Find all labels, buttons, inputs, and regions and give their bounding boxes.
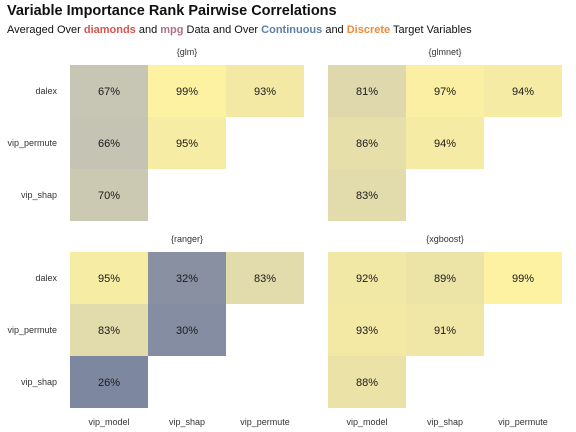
heatmap-cell <box>148 65 226 117</box>
cell-value-label: 83% <box>254 273 276 285</box>
heatmap-cell <box>70 356 148 408</box>
column-label: vip_shap <box>169 417 205 427</box>
cell-value-label: 99% <box>512 273 534 285</box>
cell-value-label: 83% <box>98 325 120 337</box>
cell-value-label: 86% <box>356 138 378 150</box>
cell-value-label: 89% <box>434 273 456 285</box>
cell-value-label: 83% <box>356 190 378 202</box>
subtitle-discrete: Discrete <box>346 24 391 36</box>
subtitle-diamonds: diamonds <box>83 24 136 36</box>
heatmap-cell <box>70 65 148 117</box>
heatmap-cell <box>328 356 406 408</box>
panel-title: {glmnet} <box>428 47 461 57</box>
heatmap-cell <box>406 252 484 304</box>
panel-title: {glm} <box>177 47 198 57</box>
cell-value-label: 94% <box>512 86 534 98</box>
column-label: vip_permute <box>498 417 548 427</box>
cell-value-label: 26% <box>98 377 120 389</box>
cell-value-label: 91% <box>434 325 456 337</box>
cell-value-label: 95% <box>176 138 198 150</box>
subtitle-text-4: and <box>322 24 347 36</box>
cell-value-label: 70% <box>98 190 120 202</box>
cell-value-label: 66% <box>98 138 120 150</box>
column-label: vip_model <box>88 417 129 427</box>
cell-value-label: 32% <box>176 273 198 285</box>
heatmap-cell <box>148 117 226 169</box>
subtitle-continuous: Continuous <box>261 24 323 36</box>
panel-title: {ranger} <box>171 234 203 244</box>
panel-title: {xgboost} <box>426 234 464 244</box>
cell-value-label: 81% <box>356 86 378 98</box>
cell-value-label: 94% <box>434 138 456 150</box>
chart-title: Variable Importance Rank Pairwise Correl… <box>7 3 337 19</box>
chart-subtitle: Averaged Over diamonds and mpg Data and … <box>7 24 472 36</box>
cell-value-label: 93% <box>254 86 276 98</box>
heatmap-cell <box>70 117 148 169</box>
subtitle-text-2: and <box>135 24 161 36</box>
row-label: vip_shap <box>21 190 57 200</box>
subtitle-text-5: Target Variables <box>390 24 472 36</box>
heatmap-cell <box>70 169 148 221</box>
heatmap-cell <box>406 304 484 356</box>
heatmap-cell <box>70 304 148 356</box>
column-label: vip_model <box>346 417 387 427</box>
heatmap-cell <box>148 252 226 304</box>
subtitle-text-1: Averaged Over <box>7 24 84 36</box>
row-label: vip_permute <box>7 138 57 148</box>
cell-value-label: 67% <box>98 86 120 98</box>
heatmap-cell <box>226 252 304 304</box>
row-label: vip_permute <box>7 325 57 335</box>
heatmap-cell <box>328 252 406 304</box>
cell-value-label: 99% <box>176 86 198 98</box>
row-label: vip_shap <box>21 377 57 387</box>
cell-value-label: 88% <box>356 377 378 389</box>
subtitle-text-3: Data and Over <box>183 24 262 36</box>
subtitle-mpg: mpg <box>160 24 184 36</box>
heatmap-cell <box>406 65 484 117</box>
column-label: vip_shap <box>427 417 463 427</box>
heatmap-cell <box>328 117 406 169</box>
cell-value-label: 97% <box>434 86 456 98</box>
heatmap-cell <box>328 169 406 221</box>
cell-value-label: 92% <box>356 273 378 285</box>
cell-value-label: 30% <box>176 325 198 337</box>
heatmap-cell <box>148 304 226 356</box>
row-label: dalex <box>35 86 57 96</box>
column-label: vip_permute <box>240 417 290 427</box>
heatmap-cell <box>70 252 148 304</box>
cell-value-label: 95% <box>98 273 120 285</box>
cell-value-label: 93% <box>356 325 378 337</box>
heatmap-cell <box>484 65 562 117</box>
heatmap-cell <box>328 65 406 117</box>
heatmap-cell <box>328 304 406 356</box>
row-label: dalex <box>35 273 57 283</box>
heatmap-cell <box>406 117 484 169</box>
heatmap-cell <box>484 252 562 304</box>
heatmap-cell <box>226 65 304 117</box>
